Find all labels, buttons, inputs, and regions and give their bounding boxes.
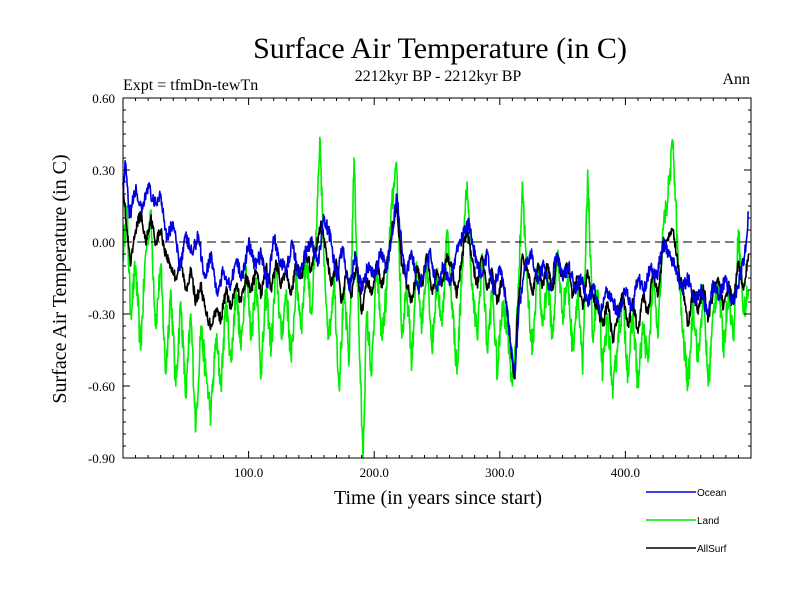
y-axis-label: Surface Air Temperature (in C) — [49, 154, 71, 403]
x-tick-label: 200.0 — [360, 465, 389, 480]
legend-label-allsurf: AllSurf — [697, 544, 727, 555]
series-line-land — [122, 136, 750, 459]
y-tick-label: 0.60 — [92, 91, 115, 106]
series-line-ocean — [122, 160, 750, 375]
y-tick-label: 0.00 — [92, 235, 115, 250]
chart-subtitle: 2212kyr BP - 2212kyr BP — [355, 68, 522, 85]
x-tick-label: 100.0 — [234, 465, 263, 480]
y-tick-label: -0.30 — [88, 307, 115, 322]
x-axis-label: Time (in years since start) — [334, 487, 542, 509]
plot-lines — [122, 136, 750, 459]
experiment-label: Expt = tfmDn-tewTn — [123, 77, 258, 94]
x-tick-label: 400.0 — [611, 465, 640, 480]
y-tick-label: 0.30 — [92, 163, 115, 178]
season-label: Ann — [722, 71, 750, 88]
chart-title: Surface Air Temperature (in C) — [253, 32, 627, 65]
legend: Ocean Land AllSurf — [646, 488, 727, 555]
legend-label-ocean: Ocean — [697, 488, 726, 499]
x-tick-label: 300.0 — [485, 465, 514, 480]
legend-label-land: Land — [697, 516, 719, 527]
y-axis-ticks: 0.60 0.30 0.00 -0.30 -0.60 -0.90 — [88, 91, 751, 466]
y-tick-label: -0.60 — [88, 379, 115, 394]
y-tick-label: -0.90 — [88, 451, 115, 466]
x-axis-ticks: 100.0 200.0 300.0 400.0 — [135, 98, 739, 480]
